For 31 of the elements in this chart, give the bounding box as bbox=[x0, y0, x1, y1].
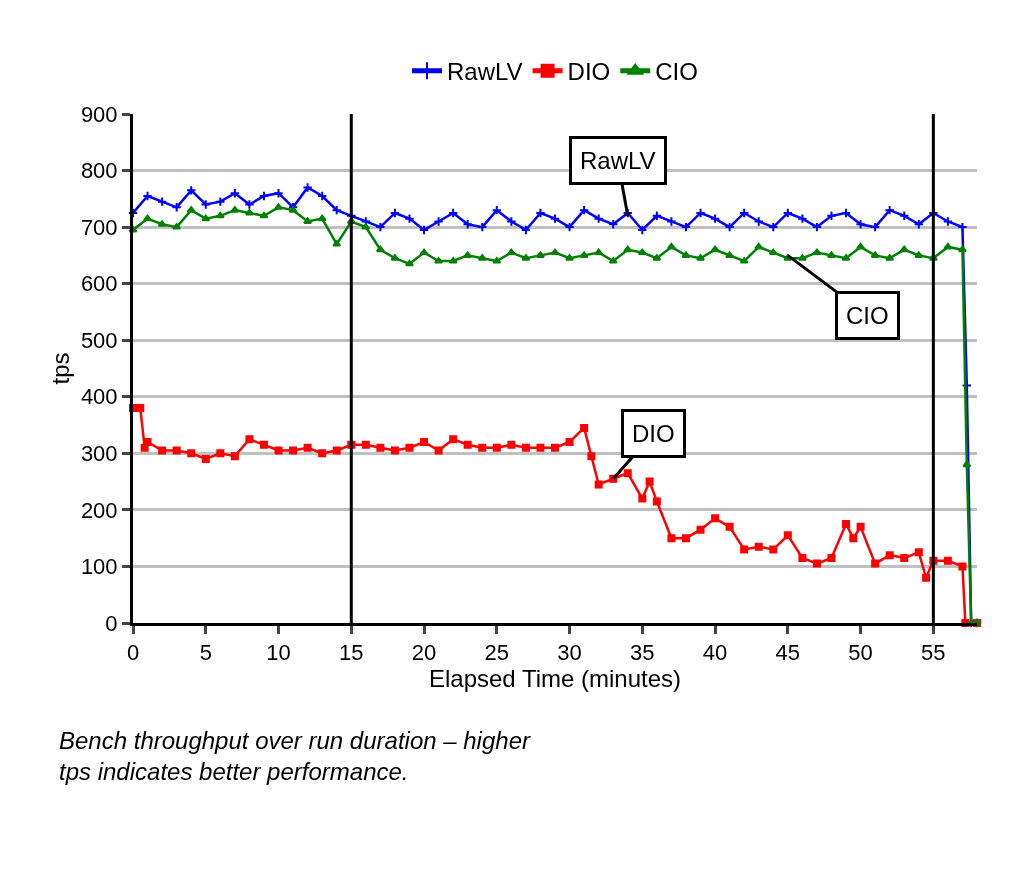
legend-label: RawLV bbox=[447, 58, 523, 86]
y-tick-label: 0 bbox=[105, 610, 118, 636]
y-tick-label: 900 bbox=[80, 101, 118, 127]
x-tick-label: 20 bbox=[411, 640, 437, 666]
x-tick-label: 50 bbox=[848, 640, 873, 666]
x-tick-label: 35 bbox=[630, 640, 655, 666]
y-tick-label: 600 bbox=[80, 271, 118, 297]
annotation: DIO bbox=[632, 420, 675, 447]
x-tick-label: 25 bbox=[484, 640, 510, 666]
annotation: CIO bbox=[846, 302, 889, 329]
y-axis-title: tps bbox=[46, 352, 74, 385]
x-tick-label: 0 bbox=[126, 640, 140, 666]
x-axis-title: Elapsed Time (minutes) bbox=[428, 665, 682, 693]
x-tick-label: 45 bbox=[775, 640, 801, 666]
annotation: RawLV bbox=[580, 147, 656, 174]
y-tick-label: 400 bbox=[80, 384, 118, 410]
y-tick-label: 700 bbox=[80, 214, 118, 240]
x-tick-label: 55 bbox=[921, 640, 946, 666]
y-tick-label: 200 bbox=[80, 497, 118, 523]
legend-label: DIO bbox=[567, 58, 611, 86]
legend-label: CIO bbox=[655, 58, 698, 86]
x-tick-label: 10 bbox=[266, 640, 291, 666]
y-tick-label: 800 bbox=[80, 158, 118, 184]
y-tick-label: 500 bbox=[80, 327, 118, 353]
x-tick-label: 40 bbox=[702, 640, 728, 666]
x-tick-label: 15 bbox=[339, 640, 364, 666]
x-tick-label: 5 bbox=[199, 640, 212, 666]
x-tick-label: 30 bbox=[557, 640, 582, 666]
y-tick-label: 300 bbox=[80, 441, 118, 467]
y-tick-label: 100 bbox=[80, 554, 118, 580]
text: Bench throughput over run duration – higher tps indicates better performance. bbox=[59, 727, 531, 786]
